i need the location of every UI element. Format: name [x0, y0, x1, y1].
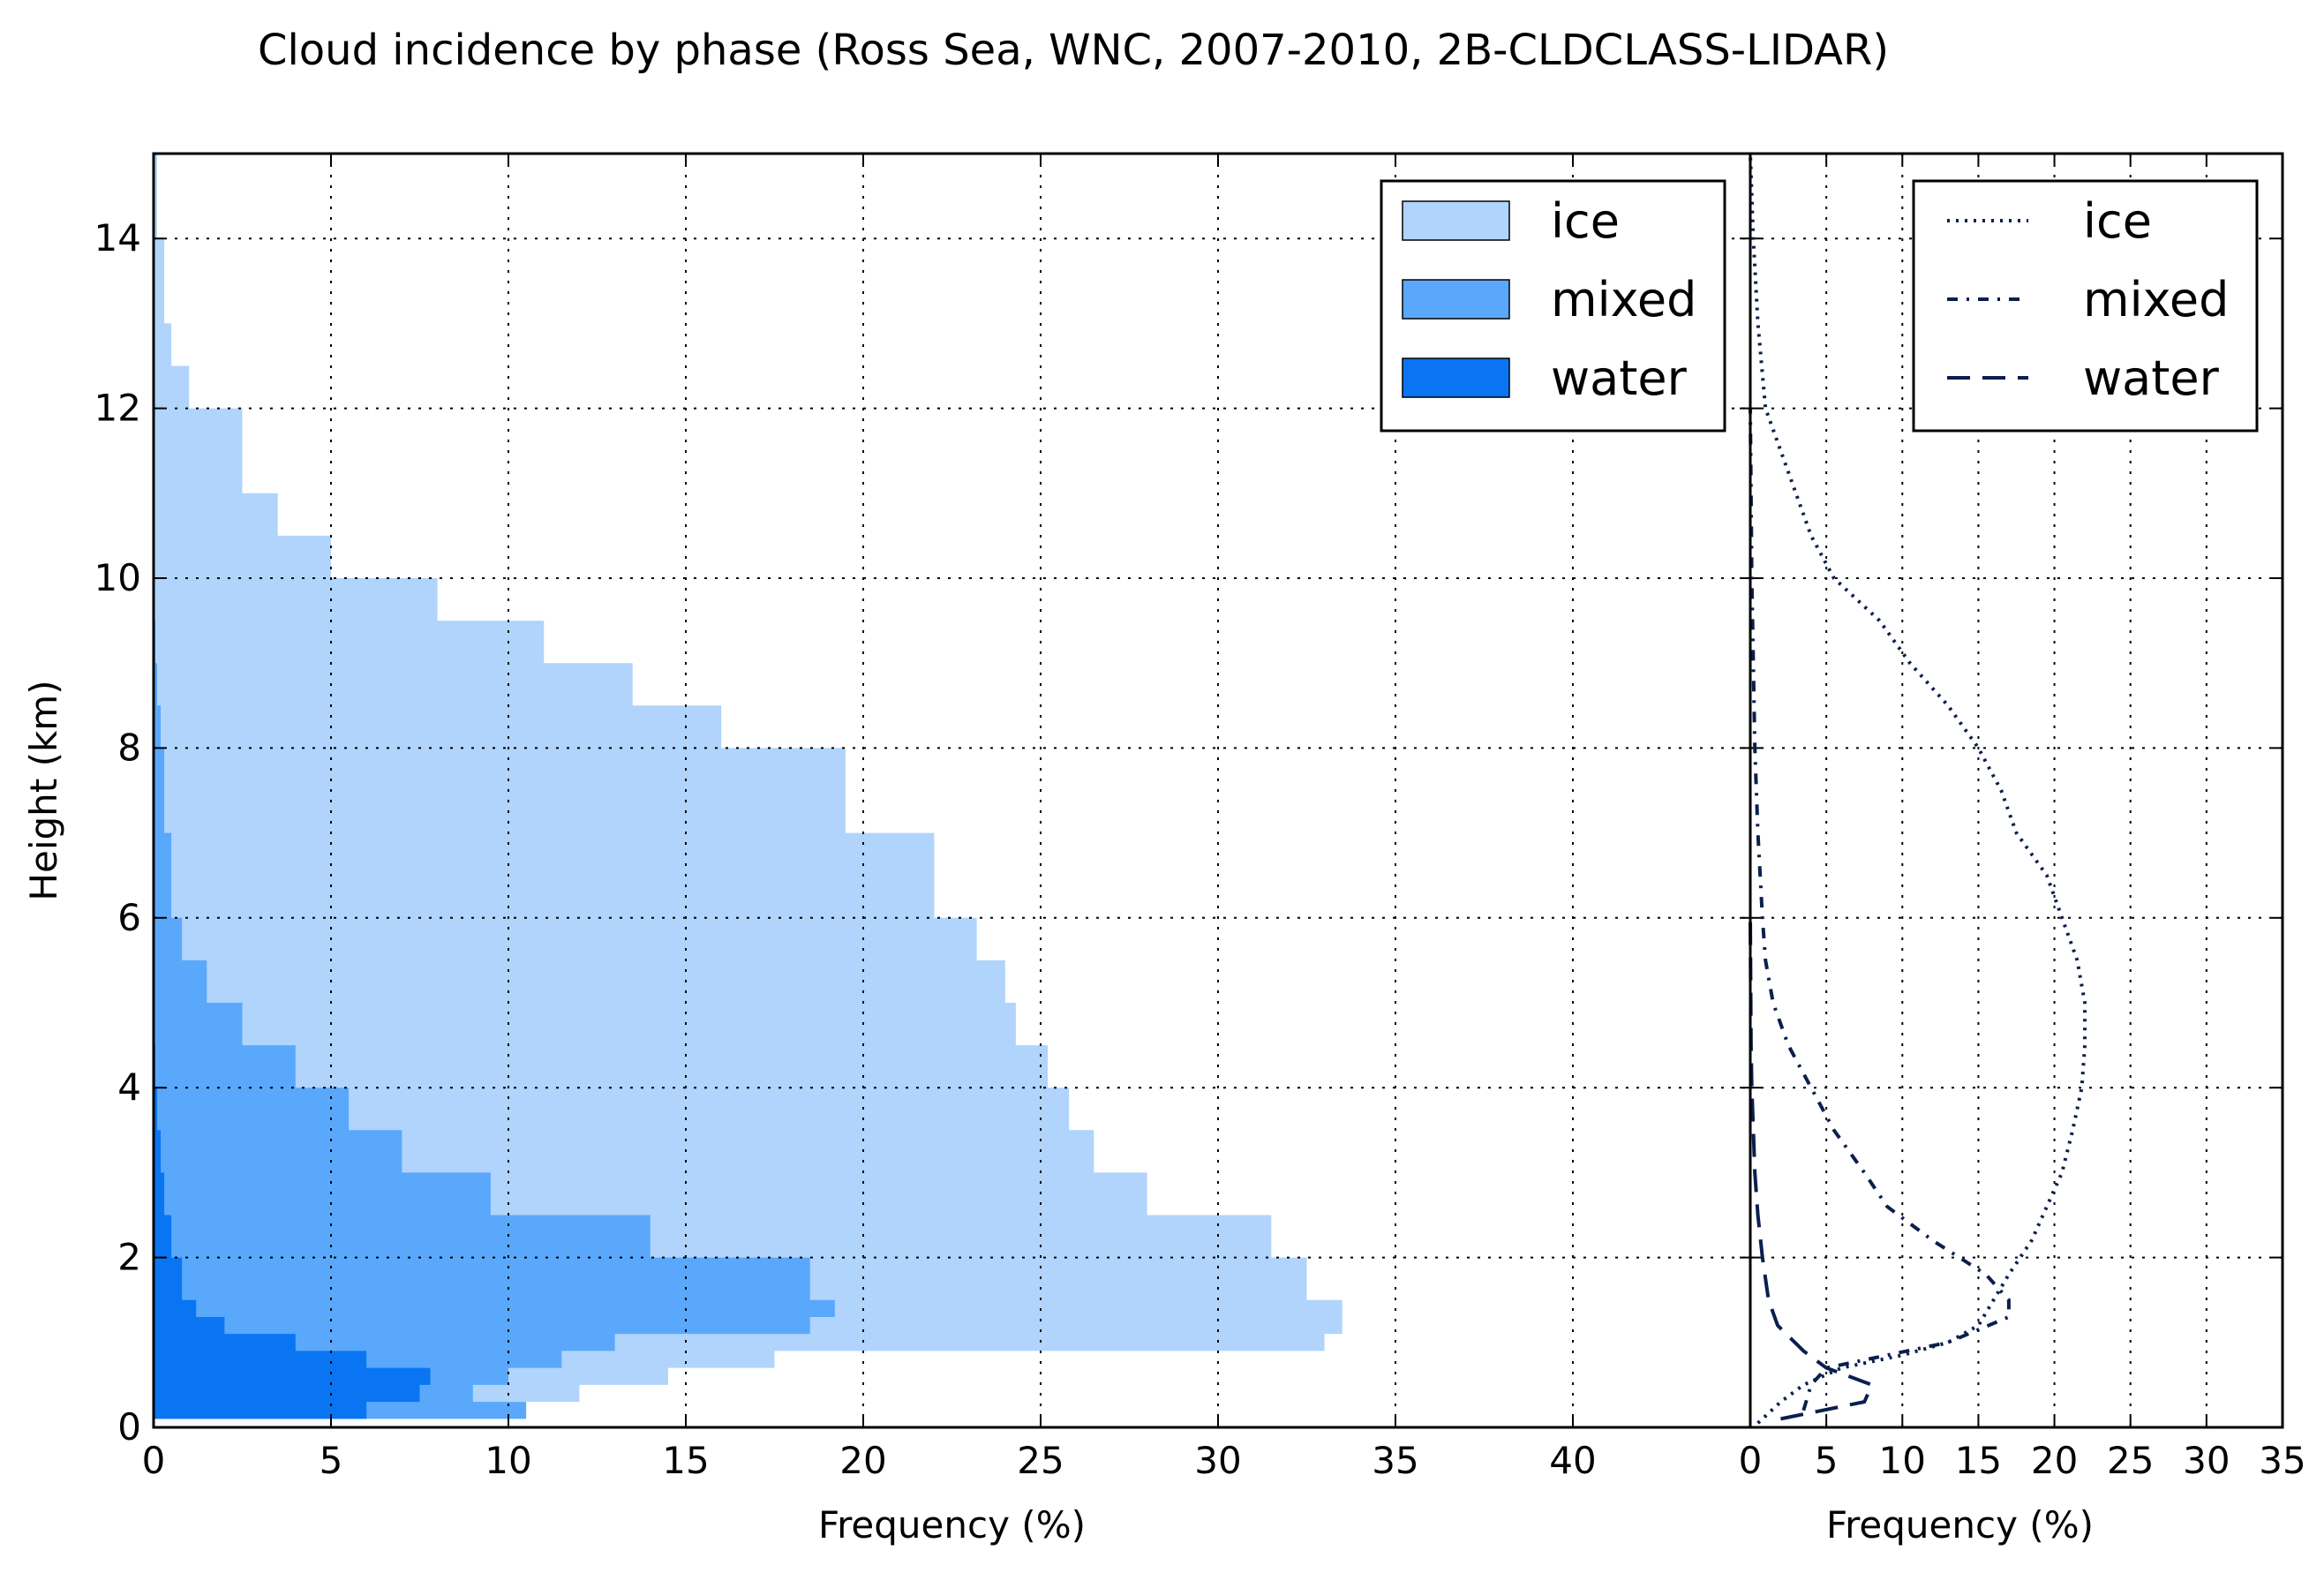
y-tick-label: 0 — [117, 1405, 141, 1449]
right-plot-frame — [1749, 152, 2284, 1429]
y-tick-label: 4 — [117, 1065, 141, 1109]
left-x-tick-label: 10 — [485, 1439, 531, 1482]
left-x-tick-label: 15 — [662, 1439, 709, 1482]
left-x-tick-label: 30 — [1194, 1439, 1241, 1482]
legend-label-water: water — [1551, 350, 1688, 406]
left-x-tick-label: 40 — [1549, 1439, 1596, 1482]
y-tick-label: 12 — [94, 387, 141, 430]
y-tick-label: 6 — [117, 896, 141, 939]
right-legend-label-mixed: mixed — [2083, 272, 2229, 327]
water-profile-line — [1749, 917, 1875, 1421]
legend-swatch-mixed — [1402, 279, 1510, 320]
y-tick-label: 2 — [117, 1236, 141, 1279]
mixed-area — [154, 154, 835, 1419]
legend-swatch-ice — [1402, 200, 1510, 241]
y-tick-label: 10 — [94, 556, 141, 599]
right-x-tick-label: 0 — [1739, 1439, 1763, 1482]
right-x-tick-label: 15 — [1955, 1439, 2002, 1482]
left-x-tick-label: 0 — [142, 1439, 166, 1482]
right-panel: 0 5 10 15 20 25 30 35 Frequency (%) ice mixed water — [1739, 152, 2306, 1547]
water-area — [154, 154, 431, 1419]
right-x-axis-label: Frequency (%) — [1826, 1503, 2094, 1547]
y-axis-label: Height (km) — [22, 680, 65, 900]
ice-area — [154, 154, 1343, 1419]
right-x-tick-label: 30 — [2183, 1439, 2230, 1482]
chart-title: Cloud incidence by phase (Ross Sea, WNC,… — [258, 26, 1889, 75]
legend-label-mixed: mixed — [1551, 272, 1696, 327]
left-x-axis-label: Frequency (%) — [818, 1503, 1086, 1547]
left-x-tick-label: 35 — [1372, 1439, 1418, 1482]
right-legend-label-water: water — [2083, 350, 2220, 406]
right-legend-box — [1912, 179, 2259, 433]
right-x-tick-label: 25 — [2107, 1439, 2154, 1482]
left-x-tick-label: 5 — [320, 1439, 343, 1482]
y-tick-label: 14 — [94, 216, 141, 260]
right-legend: ice mixed water — [1912, 179, 2259, 433]
right-x-tick-label: 10 — [1879, 1439, 1926, 1482]
y-tick-label: 8 — [117, 726, 141, 769]
left-x-tick-label: 25 — [1017, 1439, 1064, 1482]
legend-label-ice: ice — [1551, 193, 1620, 249]
right-x-tick-label: 35 — [2259, 1439, 2305, 1482]
left-panel: 0 5 10 15 20 25 30 35 40 0 2 4 6 8 10 12 14 Frequency (%)… — [22, 152, 1752, 1547]
left-x-tick-label: 20 — [839, 1439, 886, 1482]
right-legend-label-ice: ice — [2083, 193, 2152, 249]
legend-swatch-water — [1402, 358, 1510, 398]
left-legend: ice mixed water — [1380, 179, 1726, 433]
ice-profile-line — [1749, 153, 2087, 1425]
mixed-profile-line — [1749, 408, 2011, 1411]
right-x-tick-label: 20 — [2031, 1439, 2078, 1482]
right-x-tick-label: 5 — [1815, 1439, 1839, 1482]
